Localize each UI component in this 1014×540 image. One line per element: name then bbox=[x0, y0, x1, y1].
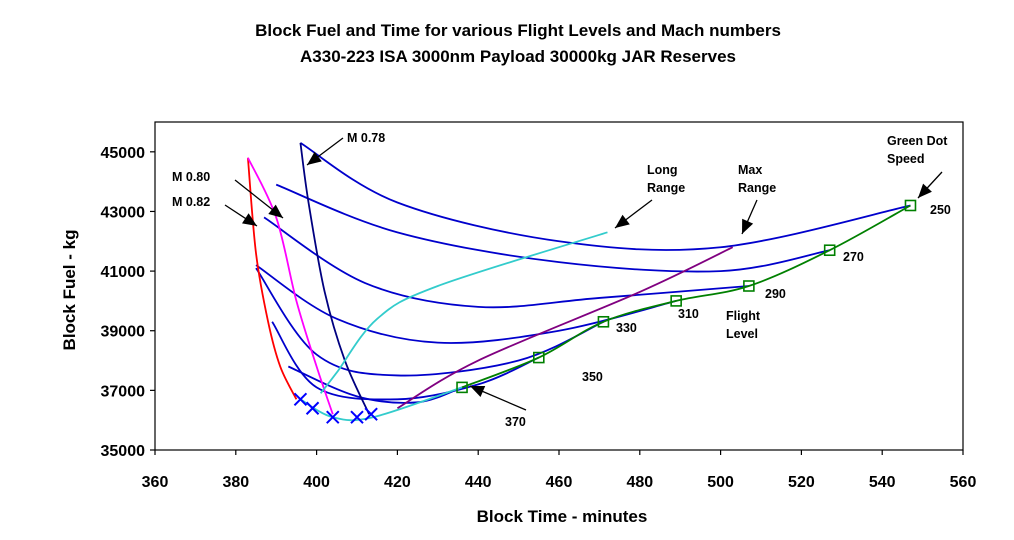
annotation-fl290: 290 bbox=[765, 287, 786, 301]
x-tick-label: 500 bbox=[707, 474, 734, 491]
annotation-m078: M 0.78 bbox=[347, 131, 385, 145]
annotation-long-range-l2: Range bbox=[647, 181, 685, 195]
series-line-max-range bbox=[396, 246, 734, 410]
series-line-flight-level bbox=[271, 321, 540, 401]
y-tick-label: 35000 bbox=[101, 443, 146, 460]
x-tick-label: 440 bbox=[465, 474, 492, 491]
arrow-head bbox=[615, 214, 630, 228]
plot-area bbox=[154, 121, 964, 451]
cross-marker bbox=[350, 410, 364, 424]
x-axis-label: Block Time - minutes bbox=[477, 507, 648, 526]
green-dot-marker bbox=[823, 244, 836, 257]
annotation-max-range-l1: Max bbox=[738, 163, 762, 177]
chart-title: Block Fuel and Time for various Flight L… bbox=[255, 21, 781, 40]
annotation-m080: M 0.80 bbox=[172, 170, 210, 184]
green-dot-marker bbox=[456, 381, 468, 394]
annotation-long-range-l1: Long bbox=[647, 163, 678, 177]
annotation-max-range-l2: Range bbox=[738, 181, 776, 195]
annotation-fl-l1: Flight bbox=[726, 309, 761, 323]
green-dot-marker bbox=[743, 280, 755, 292]
y-tick-label: 45000 bbox=[101, 145, 146, 162]
green-dot-marker bbox=[670, 295, 682, 307]
annotation-fl270: 270 bbox=[843, 250, 864, 264]
series-line-mach-0.82 bbox=[247, 157, 298, 400]
x-tick-label: 360 bbox=[142, 474, 169, 491]
y-tick-label: 37000 bbox=[101, 383, 146, 400]
x-tick-label: 420 bbox=[384, 474, 411, 491]
arrow-head bbox=[470, 386, 486, 398]
annotation-fl350: 350 bbox=[582, 370, 603, 384]
y-axis-label: Block Fuel - kg bbox=[60, 230, 79, 351]
series-line-flight-level bbox=[255, 267, 604, 377]
cross-marker bbox=[305, 401, 320, 415]
series-line-flight-level bbox=[275, 183, 830, 273]
x-tick-label: 400 bbox=[303, 474, 330, 491]
x-tick-label: 540 bbox=[869, 474, 896, 491]
data-markers bbox=[293, 199, 917, 424]
series-line-long-range bbox=[319, 231, 608, 394]
annotation-fl330: 330 bbox=[616, 321, 637, 335]
annotation-labels: M 0.78 M 0.80 M 0.82 Long Range Max Range Green… bbox=[172, 131, 951, 429]
annotation-fl250: 250 bbox=[930, 203, 951, 217]
x-tick-label: 480 bbox=[626, 474, 653, 491]
green-dot-marker bbox=[904, 199, 917, 212]
series-lines bbox=[247, 142, 911, 422]
x-tick-label: 460 bbox=[546, 474, 573, 491]
series-line-flight-level bbox=[263, 216, 749, 309]
annotation-fl370: 370 bbox=[505, 415, 526, 429]
series-line-mach-0.78 bbox=[299, 142, 370, 415]
cross-marker bbox=[364, 407, 378, 421]
series-line-green-dot bbox=[461, 204, 911, 389]
annotation-arrows bbox=[224, 137, 943, 411]
cross-marker bbox=[326, 410, 340, 424]
x-tick-label: 560 bbox=[950, 474, 977, 491]
arrow-head bbox=[242, 213, 257, 226]
y-tick-label: 43000 bbox=[101, 204, 146, 221]
annotation-fl-l2: Level bbox=[726, 327, 758, 341]
y-tick-label: 39000 bbox=[101, 324, 146, 341]
series-line-flight-level bbox=[299, 142, 911, 251]
green-dot-marker bbox=[532, 351, 545, 364]
y-tick-label: 41000 bbox=[101, 264, 146, 281]
series-line-mach-0.80 bbox=[247, 157, 334, 415]
annotation-m082: M 0.82 bbox=[172, 195, 210, 209]
arrow-head bbox=[918, 183, 932, 198]
green-dot-marker bbox=[597, 315, 610, 328]
chart-subtitle: A330-223 ISA 3000nm Payload 30000kg JAR … bbox=[300, 47, 736, 66]
annotation-fl310: 310 bbox=[678, 307, 699, 321]
arrow-head bbox=[307, 151, 322, 165]
x-tick-label: 520 bbox=[788, 474, 815, 491]
arrow-head bbox=[268, 204, 283, 218]
annotation-gds-l1: Green Dot bbox=[887, 134, 948, 148]
arrow-head bbox=[742, 218, 754, 234]
axis-ticks: 360 380 400 420 440 460 480 500 520 540 560 35000 37… bbox=[101, 145, 977, 491]
series-line-flight-level bbox=[287, 365, 463, 404]
cross-marker bbox=[293, 392, 308, 407]
x-tick-label: 380 bbox=[222, 474, 249, 491]
annotation-gds-l2: Speed bbox=[887, 152, 925, 166]
